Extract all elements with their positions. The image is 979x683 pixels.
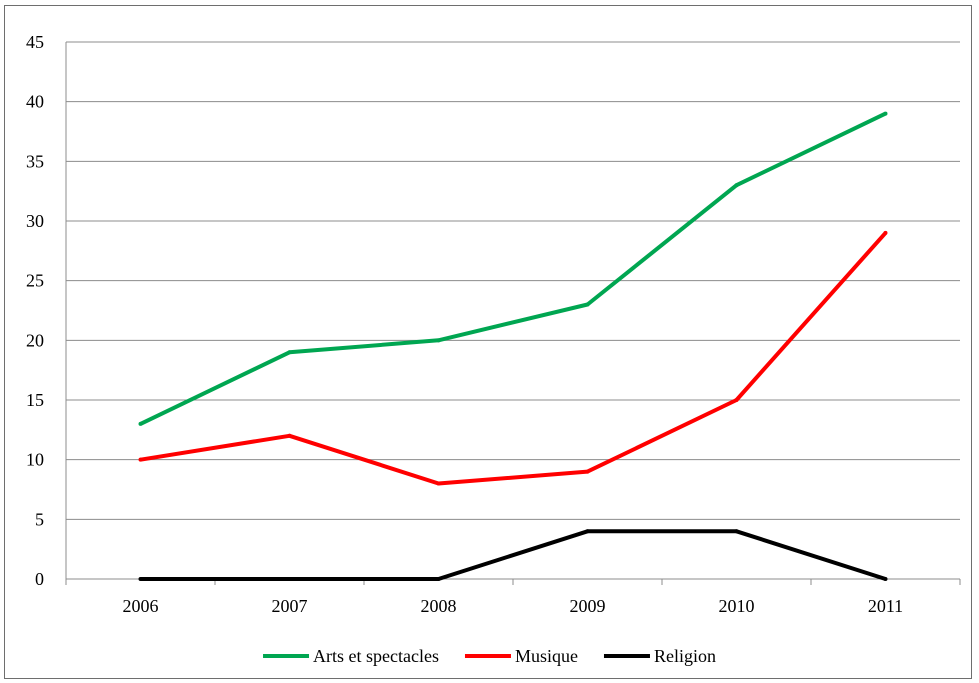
x-tick-labels: 2006 2007 2008 2009 2010 2011 <box>123 596 904 616</box>
data-point <box>138 457 143 462</box>
x-tick-label: 2008 <box>421 596 457 616</box>
data-point <box>883 577 888 581</box>
data-point <box>436 338 441 343</box>
data-point <box>287 433 292 438</box>
gridlines <box>66 41 960 520</box>
data-point <box>287 350 292 355</box>
legend-item-religion: Religion <box>603 646 716 666</box>
y-tick-labels: 0 5 10 15 20 25 30 35 40 45 <box>26 32 44 589</box>
data-point <box>287 577 292 581</box>
legend-label: Musique <box>515 646 578 666</box>
data-point <box>436 577 441 581</box>
data-point <box>585 469 590 474</box>
series-lines <box>138 111 888 581</box>
legend-label: Arts et spectacles <box>313 646 439 666</box>
y-tick-label: 15 <box>26 390 44 410</box>
y-tick-label: 30 <box>26 211 44 231</box>
data-point <box>138 421 143 426</box>
y-tick-label: 35 <box>26 151 44 171</box>
x-tick-label: 2006 <box>123 596 159 616</box>
data-point <box>585 302 590 307</box>
y-tick-label: 45 <box>26 32 44 52</box>
data-point <box>734 398 739 402</box>
data-point <box>734 529 739 534</box>
y-tick-label: 5 <box>35 509 44 529</box>
legend-label: Religion <box>654 646 716 666</box>
data-point <box>436 481 441 486</box>
y-tick-label: 10 <box>26 450 44 470</box>
data-point <box>734 183 739 188</box>
x-tick-label: 2011 <box>868 596 903 616</box>
legend: Arts et spectacles Musique Religion <box>263 646 716 666</box>
series-line-religion <box>140 529 887 581</box>
x-tick-label: 2010 <box>719 596 755 616</box>
data-point <box>585 529 590 534</box>
chart-frame <box>4 5 972 679</box>
y-tick-label: 0 <box>35 569 44 589</box>
y-tick-label: 20 <box>26 330 44 350</box>
series-line-musique <box>140 231 887 486</box>
data-point <box>883 111 888 116</box>
y-tick-label: 40 <box>26 92 44 112</box>
legend-item-musique: Musique <box>464 646 578 666</box>
axes <box>65 42 961 585</box>
data-point <box>883 230 888 235</box>
x-tick-label: 2009 <box>570 596 606 616</box>
y-tick-label: 25 <box>26 271 44 291</box>
legend-item-arts-et-spectacles: Arts et spectacles <box>263 646 439 666</box>
data-point <box>138 577 143 581</box>
series-line-arts-et-spectacles <box>139 111 887 426</box>
x-tick-label: 2007 <box>272 596 308 616</box>
